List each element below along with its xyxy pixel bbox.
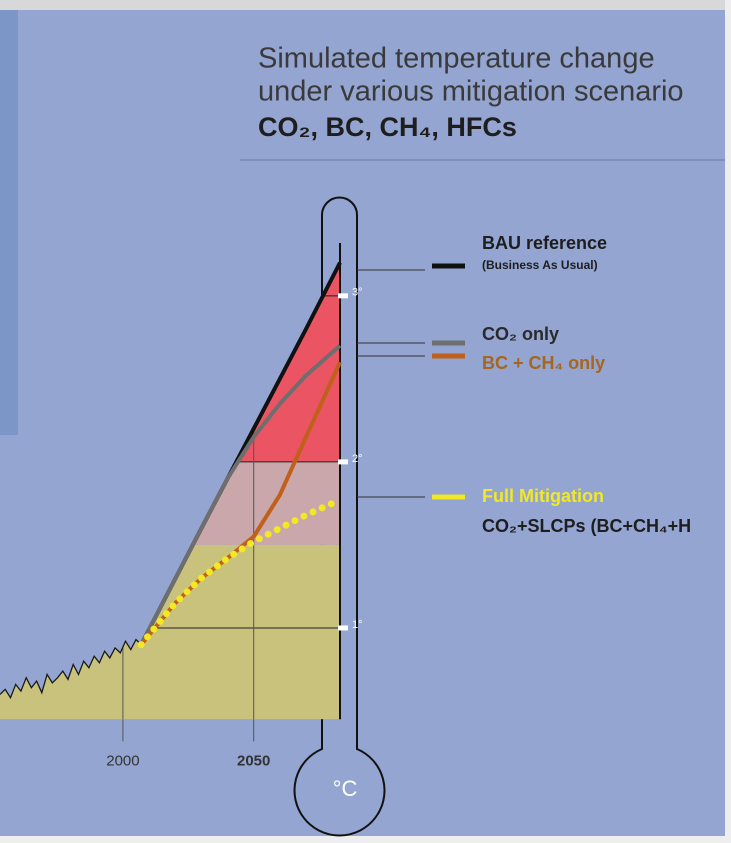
legend-label: BC + CH₄ only (482, 353, 605, 373)
x-tick-label: 2000 (106, 752, 139, 769)
legend-label: BAU reference (482, 233, 607, 253)
y-tick (338, 459, 348, 464)
top-bar (0, 0, 731, 10)
chart: Simulated temperature change under vario… (0, 0, 731, 843)
y-tick (338, 293, 348, 298)
right-edge (725, 0, 731, 843)
y-tick-label: 1° (352, 619, 363, 631)
side-panel (0, 10, 18, 435)
unit-label: °C (333, 776, 358, 801)
chart-title: under various mitigation scenario (258, 76, 684, 108)
legend-label: CO₂ only (482, 324, 559, 344)
y-tick (338, 625, 348, 630)
legend-label: Full Mitigation (482, 486, 604, 506)
chart-subtitle: CO₂, BC, CH₄, HFCs (258, 112, 517, 142)
y-tick-label: 2° (352, 453, 363, 465)
legend-note: CO₂+SLCPs (BC+CH₄+H (482, 516, 691, 536)
legend-note: (Business As Usual) (482, 258, 598, 272)
bottom-edge (0, 836, 731, 843)
chart-title: Simulated temperature change (258, 43, 655, 75)
x-tick-label: 2050 (237, 752, 270, 769)
y-tick-label: 3° (352, 287, 363, 299)
